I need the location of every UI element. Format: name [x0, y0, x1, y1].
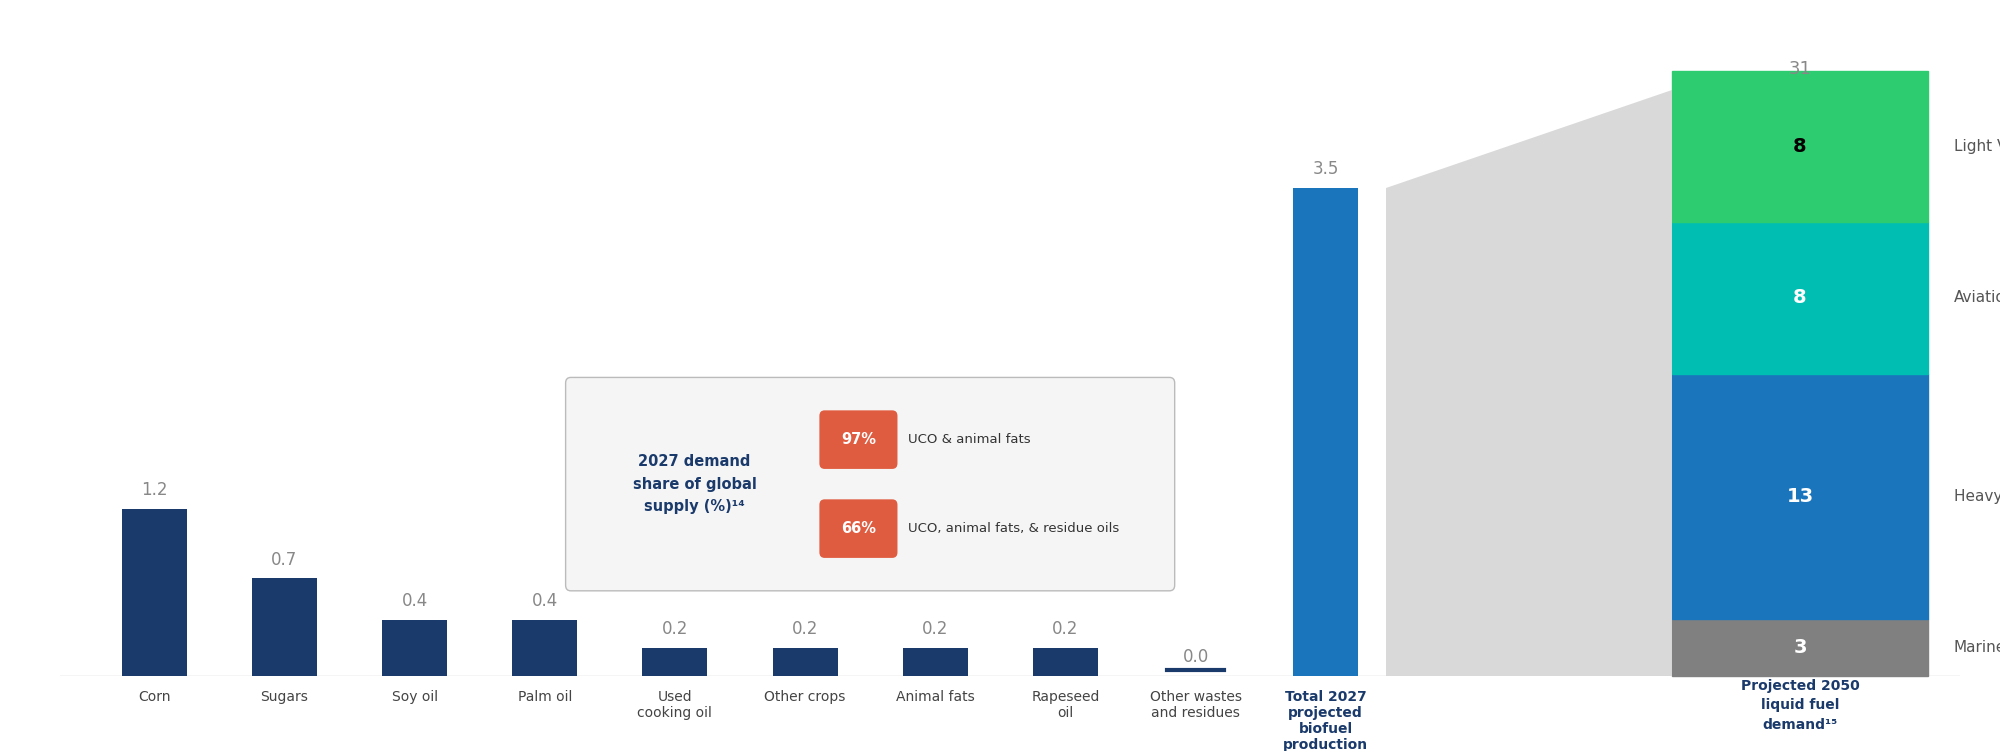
- Bar: [512, 620, 578, 676]
- Text: 0.4: 0.4: [532, 593, 558, 611]
- Bar: [122, 508, 186, 676]
- Text: Heavy Vehicles: Heavy Vehicles: [1954, 489, 2000, 504]
- Text: 0.2: 0.2: [792, 620, 818, 638]
- Bar: [902, 648, 968, 676]
- Text: Marine: Marine: [1954, 640, 2000, 655]
- Text: 3.5: 3.5: [1312, 160, 1338, 178]
- Text: 97%: 97%: [840, 432, 876, 447]
- Text: 0.2: 0.2: [922, 620, 948, 638]
- Bar: [1672, 222, 1928, 373]
- Bar: [1032, 648, 1098, 676]
- Text: Projected 2050
liquid fuel
demand¹⁵: Projected 2050 liquid fuel demand¹⁵: [1740, 679, 1860, 731]
- FancyBboxPatch shape: [820, 499, 898, 558]
- Bar: [382, 620, 448, 676]
- Bar: [1672, 71, 1928, 222]
- Text: Light Vehicles: Light Vehicles: [1954, 139, 2000, 154]
- Text: 0.0: 0.0: [1182, 648, 1208, 666]
- Text: 0.4: 0.4: [402, 593, 428, 611]
- Bar: [1672, 373, 1928, 620]
- Text: Biofuel Production By Feedstock¹³ (MBD): Biofuel Production By Feedstock¹³ (MBD): [650, 23, 1350, 52]
- Bar: [1672, 620, 1928, 676]
- Bar: [1294, 188, 1358, 676]
- Text: 2027 demand
share of global
supply (%)¹⁴: 2027 demand share of global supply (%)¹⁴: [632, 454, 756, 514]
- Text: 1.2: 1.2: [142, 481, 168, 499]
- Text: 8: 8: [1794, 288, 1806, 307]
- Text: 0.2: 0.2: [1052, 620, 1078, 638]
- Text: 0.2: 0.2: [662, 620, 688, 638]
- Text: Aviation: Aviation: [1954, 291, 2000, 306]
- Text: 8: 8: [1794, 137, 1806, 156]
- Text: 31: 31: [1788, 60, 1812, 78]
- FancyBboxPatch shape: [820, 410, 898, 469]
- Text: 13: 13: [1786, 487, 1814, 506]
- Text: UCO & animal fats: UCO & animal fats: [908, 433, 1030, 446]
- Bar: [642, 648, 708, 676]
- Polygon shape: [1386, 90, 1672, 676]
- Bar: [772, 648, 838, 676]
- FancyBboxPatch shape: [566, 378, 1174, 591]
- Bar: [252, 578, 318, 676]
- Text: 66%: 66%: [840, 521, 876, 536]
- Text: 0.7: 0.7: [272, 550, 298, 569]
- Text: 3: 3: [1794, 638, 1806, 657]
- Text: UCO, animal fats, & residue oils: UCO, animal fats, & residue oils: [908, 522, 1120, 535]
